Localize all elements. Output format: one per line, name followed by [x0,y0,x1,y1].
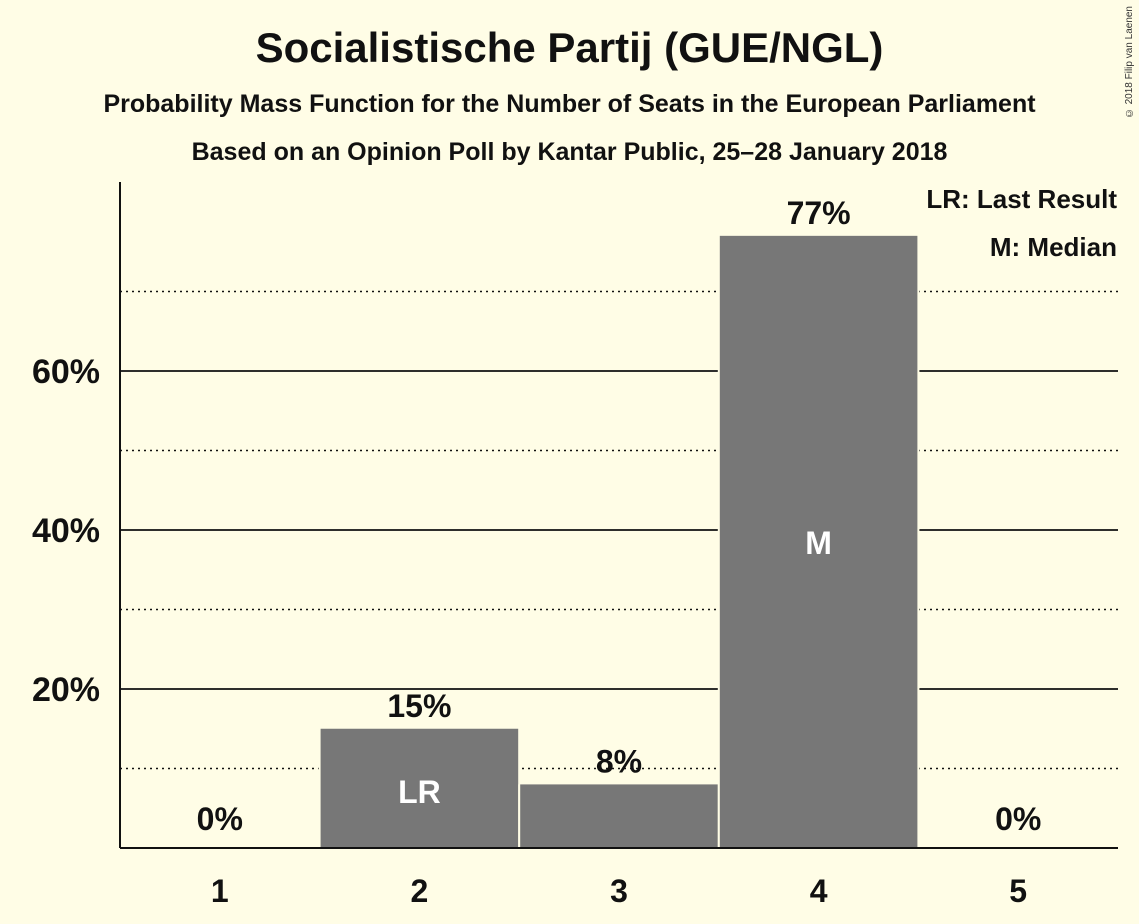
legend-last-result: LR: Last Result [926,184,1117,214]
y-tick-label: 40% [32,512,100,550]
chart-source-subtitle: Based on an Opinion Poll by Kantar Publi… [191,138,948,166]
chart-title: Socialistische Partij (GUE/NGL) [255,24,884,71]
x-tick-label: 4 [810,873,828,909]
bar-value-label: 77% [787,195,851,231]
chart-subtitle: Probability Mass Function for the Number… [103,90,1036,118]
bar-marker-label: M [805,525,832,561]
bar-value-label: 0% [197,801,243,837]
bar-marker-label: LR [398,774,441,810]
legend-median: M: Median [989,232,1117,262]
bar-value-label: 0% [995,801,1041,837]
y-tick-label: 20% [32,671,100,709]
bar-value-label: 15% [387,688,451,724]
bar-value-label: 8% [596,743,642,779]
bar [320,728,519,848]
bar [719,235,918,849]
y-tick-label: 60% [32,353,100,391]
x-tick-label: 3 [610,873,628,909]
x-tick-label: 2 [411,873,429,909]
x-tick-label: 5 [1009,873,1027,909]
x-tick-label: 1 [211,873,229,909]
bar [520,784,718,848]
